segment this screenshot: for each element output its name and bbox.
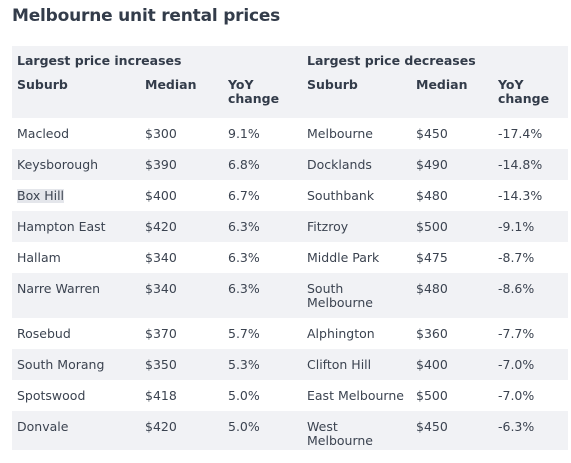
decrease-median: $360: [416, 326, 448, 341]
increase-change: 5.0%: [228, 388, 260, 403]
column-header-row: Suburb Median YoY change Suburb Median Y…: [12, 75, 568, 118]
increase-change: 9.1%: [228, 126, 260, 141]
table-row: Donvale $420 5.0% West Melbourne $450 -6…: [12, 411, 568, 450]
decrease-suburb: Southbank: [307, 188, 375, 203]
decrease-median: $480: [416, 281, 448, 296]
increase-median: $400: [145, 188, 177, 203]
increase-change: 5.3%: [228, 357, 260, 372]
section-header-row: Largest price increases Largest price de…: [12, 46, 568, 75]
decrease-change: -7.0%: [498, 357, 535, 372]
decrease-change: -9.1%: [498, 219, 535, 234]
table-row: Narre Warren $340 6.3% South Melbourne $…: [12, 273, 568, 318]
col-yoy-line2: change: [228, 91, 280, 106]
col-suburb-decreases: Suburb: [307, 77, 358, 92]
decrease-suburb: East Melbourne: [307, 388, 404, 403]
increase-suburb: Hampton East: [17, 219, 106, 234]
col-yoy-increases: YoY change: [228, 78, 279, 106]
increase-suburb: Macleod: [17, 126, 70, 141]
increase-change: 6.8%: [228, 157, 260, 172]
decrease-suburb: Docklands: [307, 157, 372, 172]
increase-change: 5.0%: [228, 419, 260, 434]
increase-change: 6.3%: [228, 250, 260, 265]
decrease-median: $450: [416, 126, 448, 141]
table-row: Spotswood $418 5.0% East Melbourne $500 …: [12, 380, 568, 411]
decrease-suburb: Melbourne: [307, 126, 373, 141]
increase-suburb: Narre Warren: [17, 281, 101, 296]
decrease-suburb: Middle Park: [307, 250, 380, 265]
increase-median: $370: [145, 326, 177, 341]
decrease-suburb-line1: South: [307, 281, 344, 296]
decrease-median: $490: [416, 157, 448, 172]
increase-suburb: Box Hill: [17, 188, 65, 203]
decrease-median: $480: [416, 188, 448, 203]
increase-suburb: Hallam: [17, 250, 61, 265]
col-suburb-increases: Suburb: [17, 77, 68, 92]
increase-change: 5.7%: [228, 326, 260, 341]
increase-change: 6.7%: [228, 188, 260, 203]
table-row: Box Hill $400 6.7% Southbank $480 -14.3%: [12, 180, 568, 211]
decrease-median: $475: [416, 250, 448, 265]
decrease-suburb-line1: West: [307, 419, 338, 434]
table-row: Rosebud $370 5.7% Alphington $360 -7.7%: [12, 318, 568, 349]
decrease-median: $500: [416, 219, 448, 234]
increase-median: $340: [145, 250, 177, 265]
table-row: Hampton East $420 6.3% Fitzroy $500 -9.1…: [12, 211, 568, 242]
decrease-suburb-line2: Melbourne: [307, 295, 373, 310]
decrease-suburb: Alphington: [307, 326, 375, 341]
decrease-median: $500: [416, 388, 448, 403]
increase-median: $420: [145, 219, 177, 234]
decrease-change: -14.8%: [498, 157, 543, 172]
table-row: Macleod $300 9.1% Melbourne $450 -17.4%: [12, 118, 568, 149]
section-decreases-title: Largest price decreases: [307, 53, 476, 68]
increase-median: $420: [145, 419, 177, 434]
table-row: Hallam $340 6.3% Middle Park $475 -8.7%: [12, 242, 568, 273]
decrease-suburb: South Melbourne: [307, 282, 373, 310]
decrease-change: -14.3%: [498, 188, 543, 203]
decrease-change: -8.6%: [498, 281, 535, 296]
decrease-change: -17.4%: [498, 126, 543, 141]
col-yoy-line1: YoY: [228, 77, 254, 92]
col-yoy-line1: YoY: [498, 77, 524, 92]
col-yoy-line2: change: [498, 91, 550, 106]
decrease-median: $450: [416, 419, 448, 434]
col-yoy-decreases: YoY change: [498, 78, 549, 106]
table-row: South Morang $350 5.3% Clifton Hill $400…: [12, 349, 568, 380]
increase-median: $390: [145, 157, 177, 172]
increase-change: 6.3%: [228, 219, 260, 234]
decrease-suburb-line2: Melbourne: [307, 433, 373, 448]
decrease-suburb: Fitzroy: [307, 219, 349, 234]
col-median-decreases: Median: [416, 77, 468, 92]
decrease-suburb: West Melbourne: [307, 420, 373, 448]
section-increases-title: Largest price increases: [17, 53, 182, 68]
decrease-suburb: Clifton Hill: [307, 357, 372, 372]
increase-suburb: Donvale: [17, 419, 69, 434]
increase-suburb: Keysborough: [17, 157, 99, 172]
decrease-change: -6.3%: [498, 419, 535, 434]
increase-change: 6.3%: [228, 281, 260, 296]
page-title: Melbourne unit rental prices: [12, 6, 281, 26]
table-row: Keysborough $390 6.8% Docklands $490 -14…: [12, 149, 568, 180]
decrease-change: -7.0%: [498, 388, 535, 403]
increase-median: $300: [145, 126, 177, 141]
decrease-change: -8.7%: [498, 250, 535, 265]
rental-price-table: Largest price increases Largest price de…: [12, 46, 568, 450]
increase-suburb: Spotswood: [17, 388, 86, 403]
increase-median: $340: [145, 281, 177, 296]
decrease-median: $400: [416, 357, 448, 372]
col-median-increases: Median: [145, 77, 197, 92]
increase-median: $350: [145, 357, 177, 372]
increase-suburb: South Morang: [17, 357, 105, 372]
increase-suburb: Rosebud: [17, 326, 71, 341]
decrease-change: -7.7%: [498, 326, 535, 341]
increase-median: $418: [145, 388, 177, 403]
